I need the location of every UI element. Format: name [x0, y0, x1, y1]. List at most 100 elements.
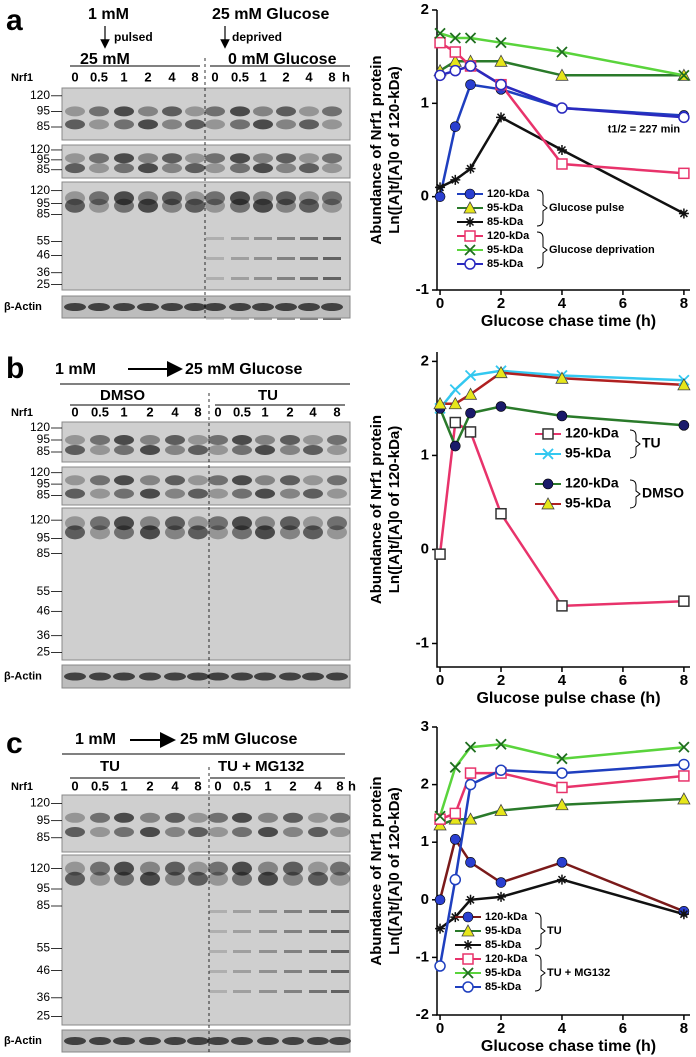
band: [114, 861, 134, 876]
lane-label: 1: [261, 404, 268, 419]
data-point: [678, 167, 690, 180]
band: [275, 303, 297, 311]
band: [188, 812, 208, 823]
band: [230, 106, 250, 117]
y-axis-label: Abundance of Nrf1 protein: [368, 776, 385, 965]
y-tick-label: -1: [416, 634, 429, 651]
band: [233, 970, 251, 973]
band: [330, 812, 350, 823]
lane-label: 2: [289, 778, 296, 793]
data-point: [449, 416, 462, 429]
band: [140, 871, 160, 886]
legend-brace: [534, 954, 546, 992]
band: [231, 237, 249, 240]
band: [206, 257, 224, 260]
y-tick-label: -1: [416, 948, 429, 965]
y-axis-label: Ln([A]t/[A]0 of 120-kDa): [386, 66, 403, 234]
band: [140, 812, 160, 823]
band: [230, 119, 250, 130]
y-tick-label: 1: [421, 94, 429, 111]
band: [114, 812, 134, 823]
mw-marker: 85: [37, 488, 51, 502]
legend-label: 95-kDa: [565, 495, 611, 511]
band: [322, 119, 342, 130]
band: [165, 812, 185, 823]
data-point: [678, 770, 690, 782]
band: [65, 198, 85, 213]
data-point: [556, 410, 568, 422]
data-point: [678, 909, 689, 920]
legend-label: 95-kDa: [485, 925, 522, 937]
band: [208, 812, 228, 823]
band: [280, 475, 300, 486]
mw-marker: 85: [37, 830, 51, 844]
legend-brace: [629, 429, 641, 459]
band: [208, 861, 228, 876]
band: [327, 488, 347, 499]
band: [138, 119, 158, 130]
band: [308, 812, 328, 823]
band: [323, 277, 341, 280]
legend-marker: [464, 188, 476, 200]
y-tick-label: -2: [416, 1006, 429, 1023]
band: [300, 237, 318, 240]
series-line: [438, 836, 685, 913]
band: [329, 1037, 351, 1045]
data-point: [464, 778, 477, 791]
legend-label: 95-kDa: [487, 244, 524, 256]
band: [276, 198, 296, 213]
band: [231, 277, 249, 280]
data-point: [556, 600, 568, 612]
band: [114, 445, 134, 455]
band: [233, 990, 251, 993]
legend-marker: [463, 940, 473, 950]
band: [232, 871, 252, 886]
mw-marker: 85: [37, 898, 51, 912]
band: [233, 950, 251, 953]
band: [165, 525, 185, 540]
data-point: [463, 387, 478, 400]
band: [64, 303, 86, 311]
band: [65, 106, 85, 117]
band: [322, 163, 342, 174]
legend-label: 85-kDa: [485, 981, 522, 993]
band: [139, 1037, 161, 1045]
x-axis-label: Glucose chase time (h): [481, 1038, 656, 1055]
data-point: [496, 891, 507, 902]
band: [185, 153, 205, 164]
legend-group-label: TU: [547, 925, 562, 937]
band: [331, 950, 349, 953]
band: [165, 861, 185, 876]
band: [90, 516, 110, 531]
band: [230, 163, 250, 174]
band: [207, 1037, 229, 1045]
band: [185, 198, 205, 213]
data-point: [450, 174, 461, 185]
mw-marker: 95: [37, 476, 51, 490]
band: [309, 910, 327, 913]
lane-label: 4: [168, 69, 176, 84]
band: [89, 153, 109, 164]
data-point: [495, 507, 507, 520]
data-point: [449, 64, 462, 77]
band: [279, 672, 301, 681]
series-line: [438, 405, 684, 450]
band: [65, 525, 85, 540]
band: [259, 990, 277, 993]
band: [89, 672, 111, 681]
band: [164, 1037, 186, 1045]
actin-label: β-Actin: [4, 670, 42, 682]
lane-label: 0: [71, 69, 78, 84]
legend-group-label: Glucose deprivation: [549, 244, 655, 256]
mw-marker: 46: [37, 604, 51, 618]
band: [258, 861, 278, 876]
lane-label: 1: [120, 69, 127, 84]
band: [114, 525, 134, 540]
band: [284, 990, 302, 993]
band: [162, 163, 182, 174]
band: [165, 871, 185, 886]
data-point: [678, 758, 690, 771]
band: [283, 861, 303, 876]
lane-label: 2: [286, 404, 293, 419]
band: [299, 198, 319, 213]
